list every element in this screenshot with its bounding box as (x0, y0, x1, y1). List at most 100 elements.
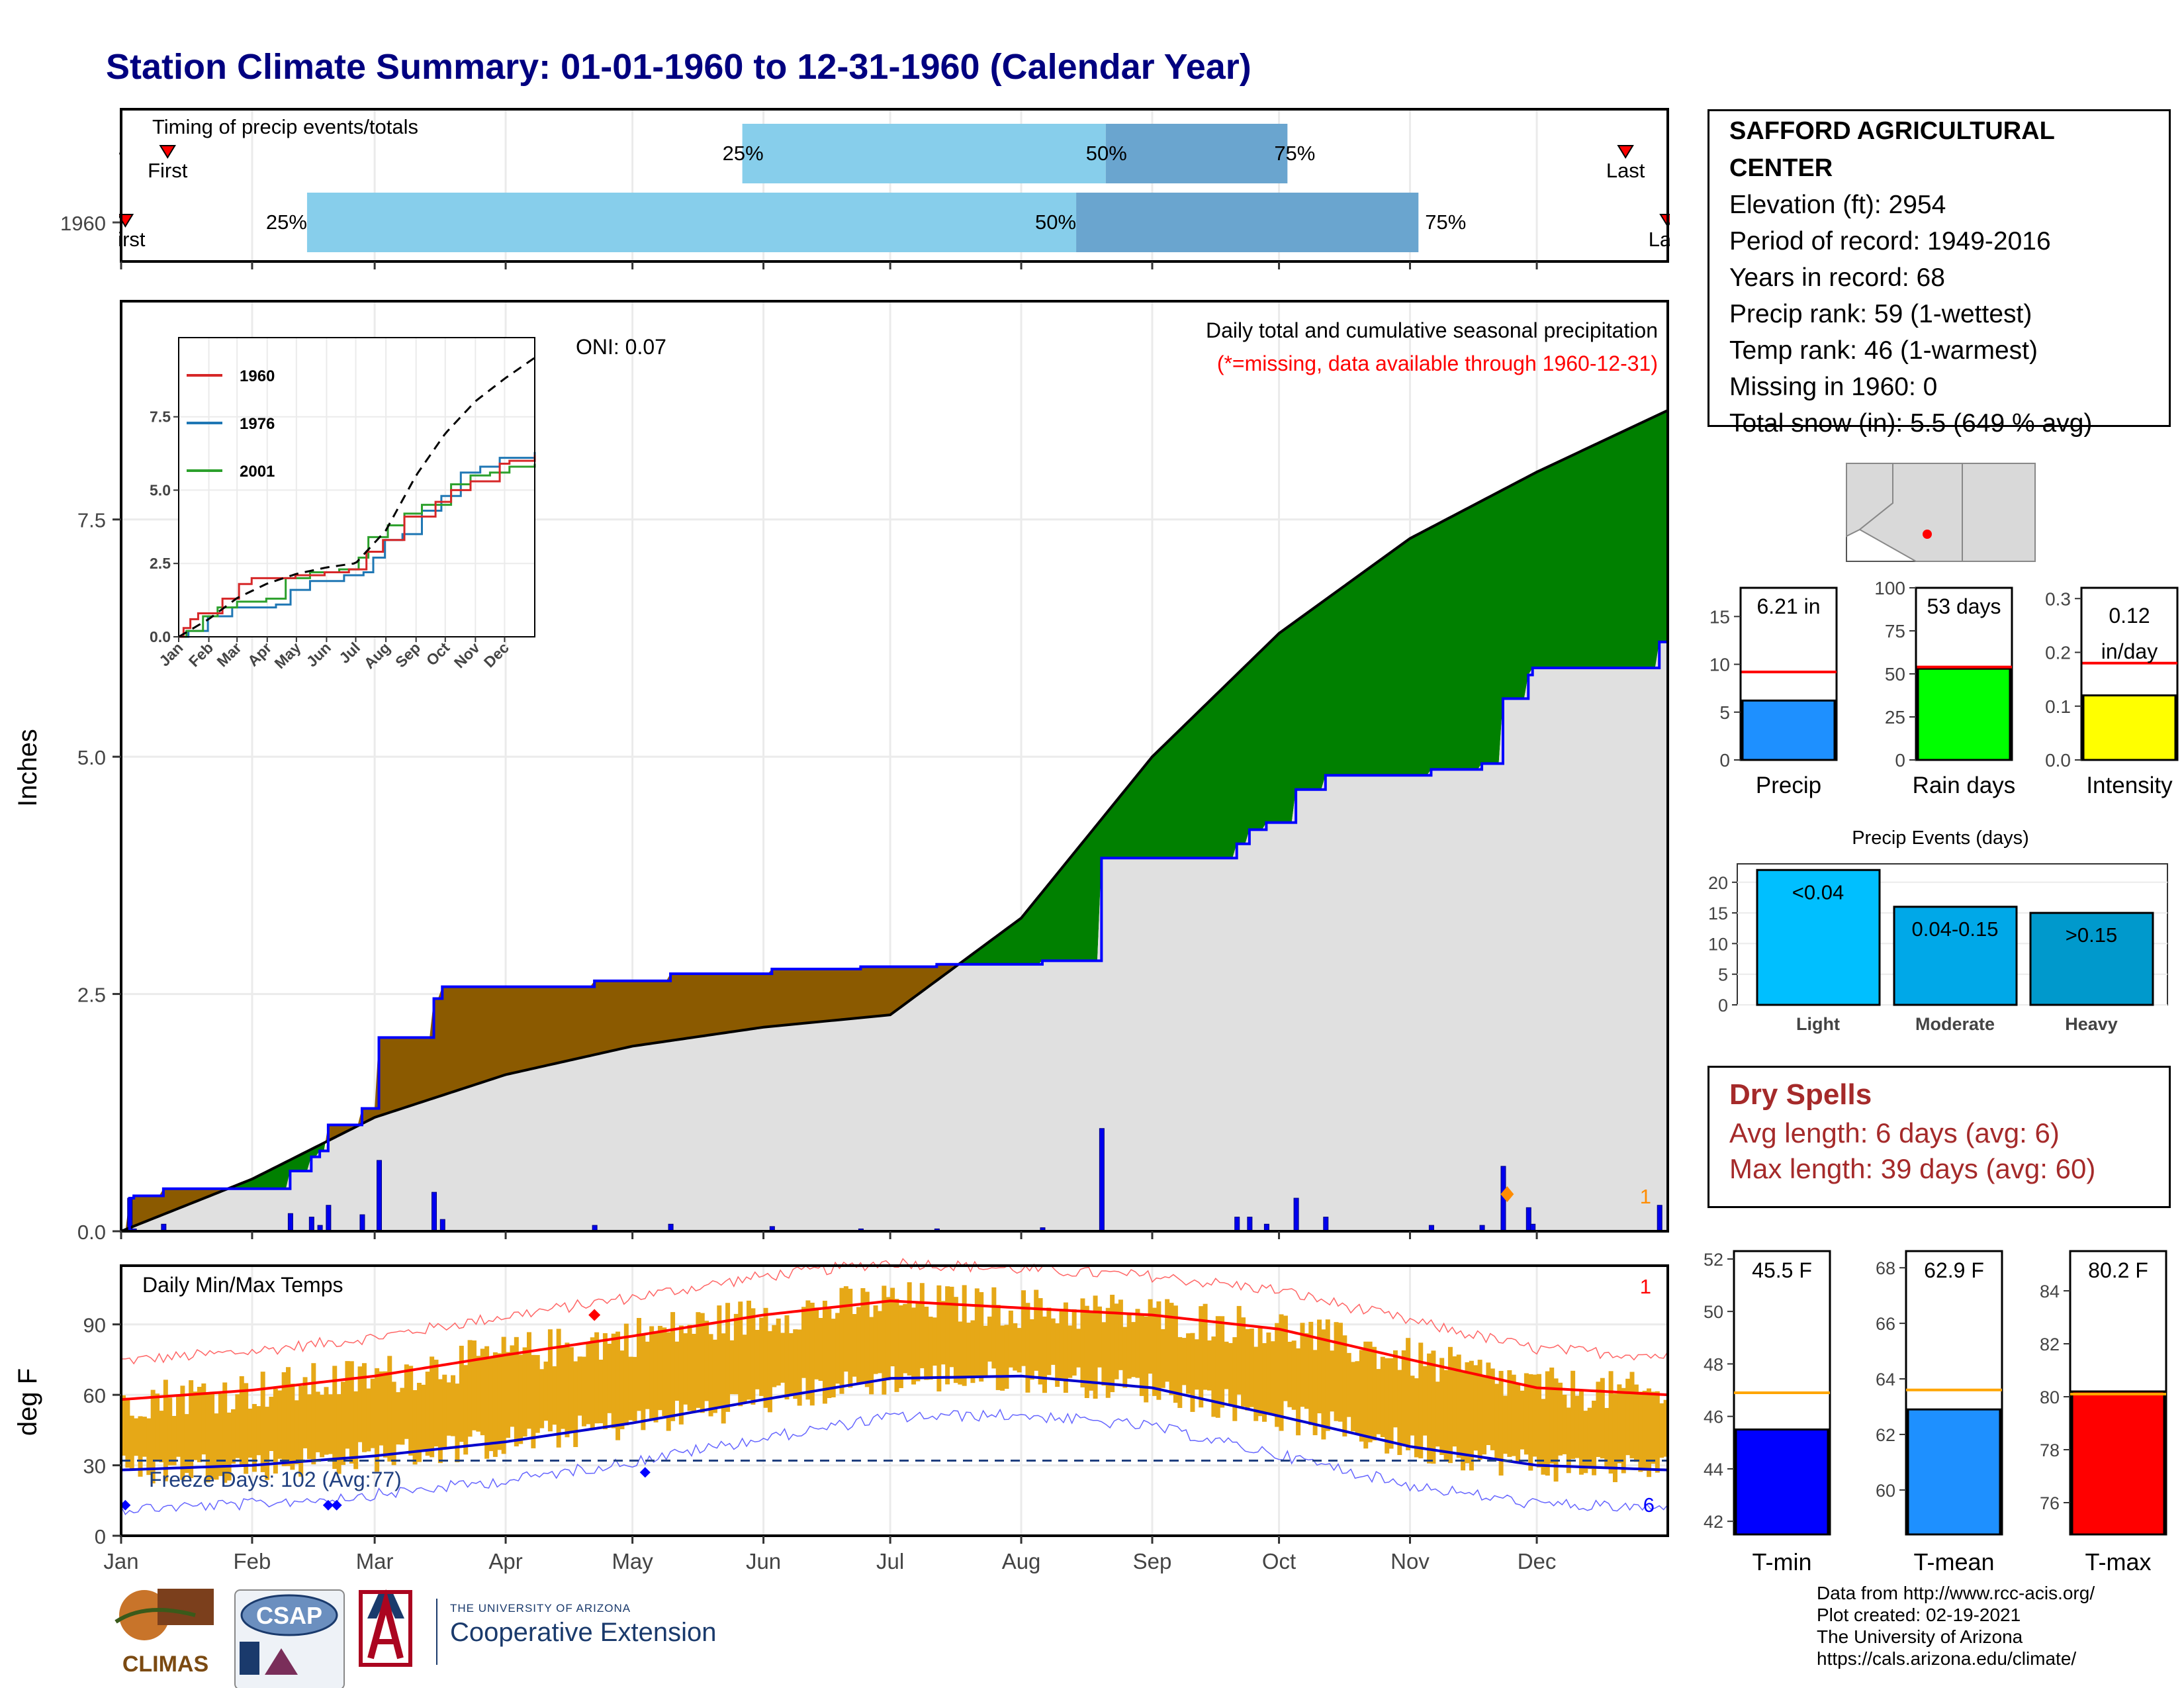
daily-temp-range-bar (480, 1348, 485, 1436)
daily-temp-range-bar (353, 1391, 359, 1470)
daily-temp-range-bar (974, 1288, 979, 1376)
daily-temp-range-bar (302, 1377, 308, 1448)
daily-temp-range-bar (1110, 1294, 1115, 1393)
daily-temp-range-bar (856, 1307, 862, 1383)
daily-temp-range-bar (628, 1356, 633, 1421)
precip-y-axis-label: Inches (13, 729, 42, 807)
daily-precip-bar (326, 1205, 332, 1232)
daily-temp-range-bar (657, 1325, 662, 1411)
events-tick-label: 5 (1718, 965, 1728, 985)
daily-temp-range-bar (1380, 1356, 1385, 1437)
daily-temp-range-bar (1431, 1350, 1436, 1464)
daily-temp-range-bar (251, 1403, 257, 1472)
daily-temp-range-bar (915, 1303, 921, 1382)
daily-temp-range-bar (729, 1340, 735, 1395)
small-bar-tick-label: 0.0 (2045, 750, 2071, 771)
daily-temp-range-bar (1473, 1365, 1479, 1451)
daily-temp-range-bar (708, 1334, 713, 1417)
temp-bar-tick-label: 46 (1704, 1407, 1723, 1427)
month-label: Mar (356, 1549, 394, 1573)
events-category-label: Heavy (2065, 1014, 2118, 1034)
month-label: May (612, 1549, 653, 1573)
daily-temp-range-bar (1435, 1382, 1440, 1447)
daily-temp-range-bar (1220, 1316, 1225, 1408)
inset-line-1960 (179, 455, 536, 638)
freeze-days-label: Freeze Days: 102 (Avg:77) (149, 1468, 402, 1491)
temp-panel-border (120, 1264, 1669, 1537)
daily-temp-range-bar (1257, 1328, 1263, 1417)
temp-bar-value-label: 62.9 F (1924, 1258, 1984, 1282)
daily-temp-range-bar (1004, 1325, 1009, 1389)
daily-temp-range-bar (1207, 1340, 1212, 1391)
daily-temp-range-bar (945, 1286, 950, 1385)
daily-temp-range-bar (146, 1418, 152, 1476)
daily-temp-range-bar (1304, 1333, 1309, 1409)
daily-temp-range-bar (286, 1367, 291, 1466)
station-location-marker (1923, 530, 1932, 539)
events-bar-label: <0.04 (1792, 880, 1844, 904)
daily-temp-range-bar (1443, 1370, 1449, 1462)
small-bar-category-label: Rain days (1913, 773, 2016, 798)
events-bar-label: 0.04-0.15 (1912, 917, 1999, 941)
small-bar-tick-label: 15 (1709, 606, 1730, 627)
daily-temp-range-bar (809, 1302, 815, 1406)
daily-temp-range-bar (1406, 1338, 1411, 1450)
daily-temp-range-bar (1592, 1400, 1597, 1476)
daily-temp-range-bar (864, 1291, 870, 1387)
daily-temp-range-bar (573, 1361, 578, 1447)
daily-temp-range-bar (759, 1317, 764, 1396)
daily-temp-range-bar (903, 1303, 908, 1374)
daily-temp-range-bar (776, 1318, 781, 1386)
daily-temp-range-bar (244, 1383, 249, 1474)
daily-temp-range-bar (290, 1383, 295, 1470)
events-tick-label: 10 (1708, 934, 1728, 954)
daily-temp-range-bar (1537, 1374, 1542, 1468)
daily-temp-range-bar (1338, 1323, 1343, 1422)
daily-temp-range-bar (1084, 1305, 1089, 1398)
daily-temp-range-bar (451, 1375, 456, 1436)
daily-temp-range-bar (501, 1336, 506, 1454)
daily-temp-range-bar (1308, 1321, 1314, 1425)
daily-temp-range-bar (281, 1372, 287, 1466)
inset-line-1976 (179, 451, 536, 638)
daily-temp-range-bar (1549, 1367, 1555, 1464)
small-bar-tick-label: 25 (1885, 707, 1905, 727)
timing-bar-50-75 (1105, 124, 1288, 183)
daily-temp-range-bar (1224, 1341, 1229, 1389)
events-tick-label: 20 (1708, 873, 1728, 893)
daily-temp-range-bar (1317, 1319, 1322, 1414)
daily-temp-range-bar (1097, 1306, 1102, 1368)
timing-p75-label: 75% (1274, 142, 1315, 165)
daily-temp-range-bar (1181, 1338, 1187, 1385)
daily-temp-range-bar (1245, 1329, 1250, 1411)
daily-temp-range-bar (767, 1331, 772, 1413)
daily-temp-range-bar (1367, 1341, 1373, 1442)
daily-temp-range-bar (543, 1361, 549, 1421)
inset-legend-label: 1976 (240, 415, 275, 433)
daily-temp-range-bar (1236, 1305, 1242, 1395)
daily-temp-range-bar (991, 1287, 997, 1369)
month-label: Nov (1390, 1549, 1430, 1573)
precip-y-tick-label: 7.5 (77, 509, 106, 532)
daily-temp-range-bar (1447, 1346, 1453, 1464)
daily-temp-range-bar (1148, 1299, 1153, 1374)
daily-precip-bar (1323, 1217, 1329, 1232)
daily-temp-range-bar (1275, 1323, 1280, 1427)
small-bar-value-label: 53 days (1927, 594, 2001, 618)
temp-bar-tick-label: 76 (2040, 1493, 2060, 1513)
inset-legend-label: 2001 (240, 463, 275, 481)
daily-temp-range-bar (848, 1288, 853, 1388)
daily-temp-range-bar (1055, 1323, 1060, 1387)
daily-temp-range-bar (1262, 1343, 1267, 1422)
daily-precip-bar (1234, 1217, 1240, 1232)
daily-temp-range-bar (1312, 1350, 1318, 1436)
small-bar-tick-label: 0 (1895, 750, 1905, 771)
station-period: Period of record: 1949-2016 (1729, 227, 2051, 256)
daily-temp-range-bar (772, 1325, 777, 1387)
daily-temp-range-bar (814, 1307, 819, 1380)
daily-temp-range-bar (1498, 1370, 1504, 1476)
daily-temp-range-bar (201, 1383, 206, 1455)
daily-temp-range-bar (674, 1341, 680, 1401)
station-snow: Total snow (in): 5.5 (649 % avg) (1729, 409, 2093, 438)
daily-precip-bar (377, 1160, 382, 1232)
